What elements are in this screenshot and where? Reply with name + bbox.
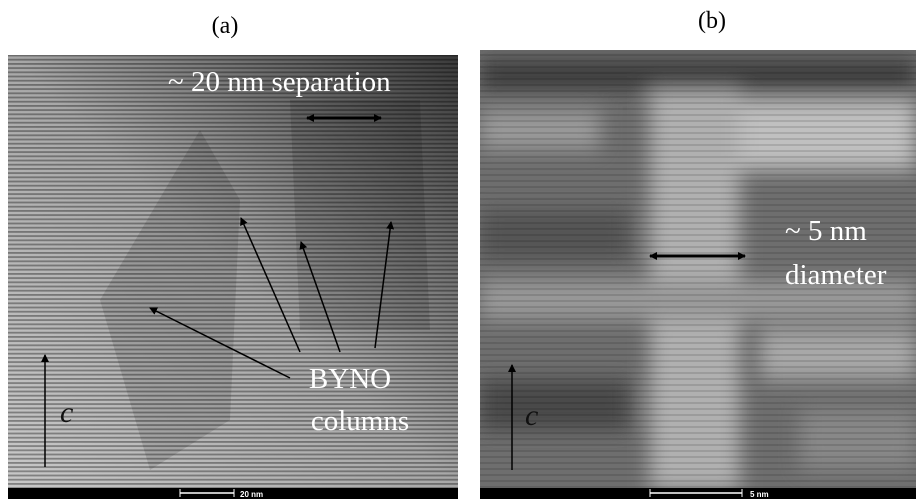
panel-label: (b) [698, 8, 726, 34]
axis-label: c [525, 399, 538, 432]
axis-label: c [60, 396, 73, 429]
annotation: columns [311, 405, 409, 437]
panel-label: (a) [212, 13, 239, 39]
annotation: ~ 20 nm separation [168, 66, 391, 98]
annotation: BYNO [309, 363, 391, 395]
annotation: ~ 5 nm [785, 215, 867, 247]
scale-bar-label: 20 nm [240, 490, 263, 499]
figure: (a) (b) 20 nm ~ 20 nm separation BYNO co… [0, 0, 916, 499]
annotation: diameter [785, 259, 887, 291]
scale-bar-label: 5 nm [750, 490, 769, 499]
